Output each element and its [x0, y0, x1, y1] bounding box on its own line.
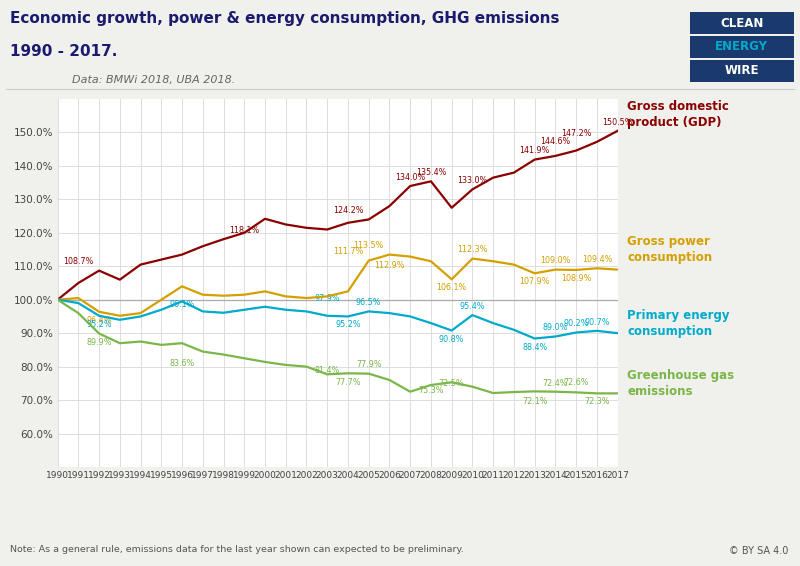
Text: 96.1%: 96.1%	[170, 299, 194, 308]
Text: 133.0%: 133.0%	[458, 176, 487, 185]
Text: Gross domestic
product (GDP): Gross domestic product (GDP)	[627, 100, 729, 129]
Text: 96.4%: 96.4%	[86, 316, 112, 325]
Text: 72.4%: 72.4%	[542, 379, 568, 388]
Text: 147.2%: 147.2%	[561, 128, 591, 138]
Text: 141.9%: 141.9%	[519, 147, 550, 156]
Text: Note: As a general rule, emissions data for the last year shown can expected to : Note: As a general rule, emissions data …	[10, 544, 463, 554]
Text: ENERGY: ENERGY	[715, 41, 768, 53]
Text: 112.3%: 112.3%	[458, 246, 488, 255]
Text: 150.5%: 150.5%	[602, 118, 633, 127]
Text: 77.7%: 77.7%	[335, 379, 361, 388]
Text: 1990 - 2017.: 1990 - 2017.	[10, 44, 117, 59]
Text: 106.1%: 106.1%	[437, 284, 466, 293]
Text: 113.5%: 113.5%	[354, 242, 384, 250]
Text: 81.4%: 81.4%	[314, 366, 340, 375]
Text: 72.5%: 72.5%	[439, 379, 465, 388]
Text: 108.7%: 108.7%	[63, 258, 94, 267]
Text: Economic growth, power & energy consumption, GHG emissions: Economic growth, power & energy consumpt…	[10, 11, 559, 27]
Text: 90.2%: 90.2%	[563, 319, 589, 328]
Text: 111.7%: 111.7%	[333, 247, 363, 256]
Text: 95.4%: 95.4%	[460, 302, 485, 311]
Text: 108.9%: 108.9%	[561, 274, 591, 283]
Text: 77.9%: 77.9%	[356, 361, 382, 370]
Text: 95.2%: 95.2%	[335, 320, 361, 329]
Text: Primary energy
consumption: Primary energy consumption	[627, 308, 730, 338]
Text: 95.2%: 95.2%	[86, 320, 112, 329]
Text: 112.9%: 112.9%	[374, 261, 405, 270]
Text: 124.2%: 124.2%	[333, 205, 363, 215]
Text: 88.4%: 88.4%	[522, 342, 547, 351]
Text: 89.9%: 89.9%	[86, 338, 112, 346]
Text: 109.0%: 109.0%	[540, 256, 570, 265]
Text: 96.5%: 96.5%	[356, 298, 382, 307]
Text: 72.3%: 72.3%	[584, 397, 610, 405]
Text: 134.0%: 134.0%	[395, 173, 426, 182]
Text: 89.0%: 89.0%	[542, 323, 568, 332]
Text: WIRE: WIRE	[724, 65, 759, 77]
Text: 83.6%: 83.6%	[170, 359, 194, 368]
Text: Gross power
consumption: Gross power consumption	[627, 235, 712, 264]
Text: 135.4%: 135.4%	[416, 168, 446, 177]
Text: Greenhouse gas
emissions: Greenhouse gas emissions	[627, 369, 734, 398]
Text: CLEAN: CLEAN	[720, 17, 763, 29]
Text: 75.3%: 75.3%	[418, 387, 444, 396]
Text: 144.6%: 144.6%	[540, 138, 570, 147]
Text: 72.1%: 72.1%	[522, 397, 547, 406]
Text: © BY SA 4.0: © BY SA 4.0	[729, 546, 788, 556]
Text: 97.9%: 97.9%	[314, 294, 340, 303]
Text: Data: BMWi 2018, UBA 2018.: Data: BMWi 2018, UBA 2018.	[58, 75, 235, 85]
Text: 109.4%: 109.4%	[582, 255, 612, 264]
Text: 72.6%: 72.6%	[563, 378, 589, 387]
Text: 118.1%: 118.1%	[229, 226, 259, 235]
Text: 107.9%: 107.9%	[519, 277, 550, 286]
Text: 90.7%: 90.7%	[584, 318, 610, 327]
Text: 90.8%: 90.8%	[439, 335, 464, 344]
